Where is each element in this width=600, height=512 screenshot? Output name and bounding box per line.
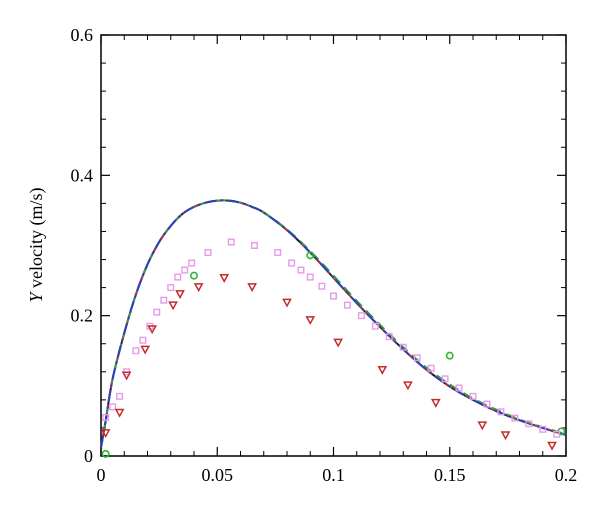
triangle-marker [430, 398, 441, 408]
triangle-marker [547, 441, 557, 451]
triangle-marker [121, 371, 132, 381]
triangle-marker [377, 365, 388, 375]
square-marker [297, 266, 305, 274]
square-marker [181, 266, 189, 274]
y-tick-label: 0 [84, 446, 93, 466]
square-marker [204, 249, 212, 257]
y-tick-label: 0.2 [71, 306, 94, 326]
square-marker [483, 400, 491, 408]
triangle-marker [247, 283, 257, 293]
triangle-marker [219, 274, 230, 283]
circle-marker [101, 449, 110, 458]
square-marker [306, 273, 314, 281]
triangle-marker [175, 290, 185, 300]
x-tick-label: 0.05 [202, 465, 234, 485]
square-marker [539, 425, 547, 433]
square-marker [469, 392, 477, 400]
x-tick-label: 0 [97, 465, 106, 485]
circle-marker [306, 251, 315, 260]
series-line-3 [100, 199, 567, 448]
square-marker [250, 241, 258, 249]
square-marker [343, 301, 351, 309]
square-marker [441, 375, 449, 383]
triangle-marker [333, 338, 344, 348]
square-marker [371, 322, 379, 330]
square-marker [153, 308, 161, 316]
square-marker [385, 333, 393, 341]
square-marker [318, 282, 326, 290]
x-tick-label: 0.2 [555, 465, 578, 485]
square-marker [109, 403, 117, 411]
square-marker [132, 347, 140, 355]
x-tick-label: 0.15 [434, 465, 466, 485]
axis-ticks [100, 34, 567, 457]
tick-labels: 0 0.05 0.1 0.15 0.2 0 0.2 0.4 0.6 [71, 25, 578, 485]
y-tick-label: 0.6 [71, 25, 94, 45]
square-marker [288, 259, 296, 267]
y-axis-title: Y velocity (m/s) [26, 188, 47, 303]
triangle-marker [100, 429, 111, 439]
square-marker [497, 408, 505, 416]
triangle-marker [114, 408, 125, 418]
square-marker [413, 354, 421, 362]
square-marker [511, 414, 519, 422]
triangle-marker [477, 421, 488, 431]
x-tick-label: 0.1 [322, 465, 345, 485]
triangle-marker [403, 381, 413, 391]
triangle-marker [147, 325, 158, 335]
triangle-marker [282, 298, 292, 308]
triangle-marker [500, 431, 511, 441]
square-marker [399, 343, 407, 351]
square-marker [174, 273, 182, 281]
series-markers [100, 238, 566, 458]
circle-marker [445, 351, 454, 360]
square-marker [427, 364, 435, 372]
y-axis-title-rest: velocity (m/s) [26, 188, 47, 293]
square-marker [553, 430, 561, 438]
triangle-marker [140, 345, 151, 355]
square-marker [525, 420, 533, 428]
circle-marker [190, 271, 199, 280]
square-marker [188, 259, 196, 267]
square-marker [357, 312, 365, 320]
square-marker [455, 384, 463, 392]
series-lines [100, 199, 567, 448]
square-marker [167, 284, 175, 292]
square-marker [227, 238, 235, 246]
triangle-marker [305, 316, 316, 326]
square-marker [274, 249, 282, 257]
square-marker [330, 292, 338, 300]
triangle-marker [168, 301, 178, 311]
square-marker [102, 413, 110, 421]
y-axis-title-italic: Y [26, 291, 46, 303]
y-tick-label: 0.4 [71, 165, 94, 185]
square-marker [139, 336, 147, 344]
square-marker [116, 392, 124, 400]
triangle-marker [193, 283, 204, 293]
square-marker [160, 296, 168, 304]
plot-frame [100, 34, 567, 457]
